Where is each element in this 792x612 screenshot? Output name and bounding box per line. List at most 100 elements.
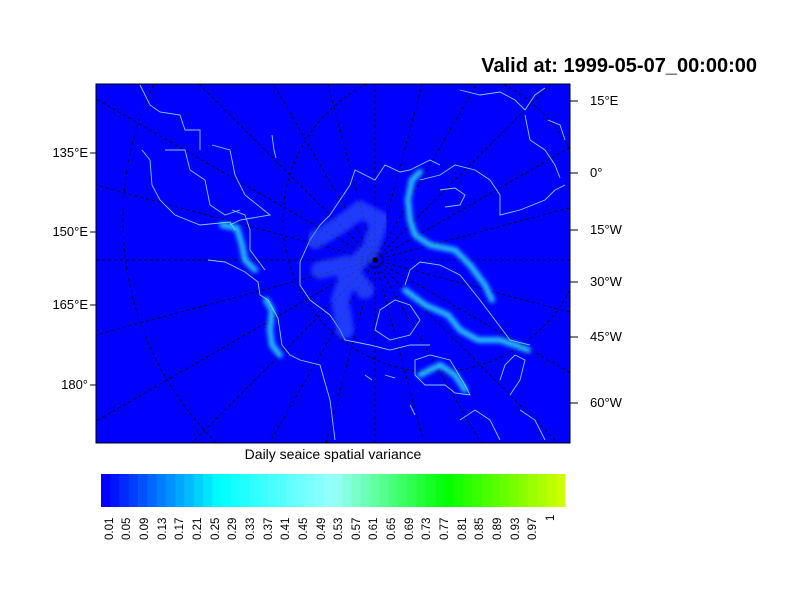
colorbar-tick-label: 0.77 [439, 518, 452, 541]
colorbar-tick-label: 0.69 [403, 518, 416, 541]
colorbar-swatch [425, 474, 436, 507]
meridian-line [374, 207, 570, 261]
plot-title: Valid at: 1999-05-07_00:00:00 [481, 55, 757, 77]
lon-label-right: 45°W [590, 329, 622, 344]
colorbar-swatch [314, 474, 325, 507]
colorbar-swatch [268, 474, 278, 507]
colorbar-tick-label: 0.49 [315, 518, 328, 541]
colorbar-tick-label: 1 [544, 514, 557, 521]
colorbar-tick-label: 0.45 [297, 518, 310, 541]
colorbar-swatch [379, 474, 389, 507]
colorbar-swatch [119, 474, 130, 507]
lon-label-right: 15°E [590, 93, 619, 108]
lon-label-right: 0° [590, 165, 603, 180]
colorbar-swatch [407, 474, 417, 507]
colorbar-swatch [147, 474, 157, 507]
colorbar-tick-label: 0.33 [244, 518, 257, 541]
colorbar-title: Daily seaice spatial variance [244, 446, 422, 462]
colorbar-swatch [388, 474, 399, 507]
colorbar-swatch [360, 474, 371, 507]
colorbar-swatch [370, 474, 380, 507]
colorbar-tick-label: 0.85 [474, 518, 487, 541]
colorbar-swatch [453, 474, 464, 507]
colorbar-swatch [472, 474, 482, 507]
lon-label-left: 165°E [52, 297, 88, 312]
colorbar-swatch [286, 474, 297, 507]
colorbar-swatch [138, 474, 148, 507]
colorbar-tick-label: 0.21 [192, 518, 205, 541]
axis-ticks [90, 100, 578, 404]
meridian-line [374, 259, 482, 443]
map-frame [95, 83, 571, 444]
colorbar-tick-label: 0.97 [527, 518, 540, 541]
meridian-line [374, 84, 477, 261]
colorbar-swatch [156, 474, 167, 507]
colorbar-swatch [305, 474, 315, 507]
colorbar-swatch [184, 474, 195, 507]
colorbar-swatch [490, 474, 501, 507]
colorbar-swatch [555, 474, 566, 507]
colorbar-tick-label: 0.57 [350, 518, 363, 541]
colorbar-swatch [351, 474, 362, 507]
colorbar-swatch [323, 474, 334, 507]
colorbar-swatch [333, 474, 343, 507]
colorbar-tick-label: 0.73 [421, 518, 434, 541]
colorbar-swatch [416, 474, 427, 507]
meridian-line [374, 147, 570, 261]
colorbar-tick-label: 0.13 [156, 518, 169, 541]
colorbar-swatch [537, 474, 547, 507]
meridian-line [268, 259, 376, 443]
colorbar-swatch [110, 474, 120, 507]
colorbar-swatch [101, 474, 111, 507]
colorbar-tick-label: 0.05 [121, 518, 134, 541]
colorbar-swatch [175, 474, 185, 507]
colorbar-swatch [481, 474, 492, 507]
colorbar-swatch [258, 474, 269, 507]
meridian-line [374, 259, 570, 313]
colorbar-swatch [444, 474, 454, 507]
colorbar-swatch [277, 474, 287, 507]
lon-label-right: 60°W [590, 395, 622, 410]
colorbar-swatch [221, 474, 232, 507]
colorbar-tick-label: 0.17 [174, 518, 187, 541]
colorbar-swatch [203, 474, 213, 507]
colorbar-tick-label: 0.25 [209, 518, 222, 541]
colorbar-swatch [165, 474, 176, 507]
colorbar-tick-label: 0.61 [368, 518, 381, 541]
colorbar-swatch [435, 474, 445, 507]
colorbar-swatch [518, 474, 529, 507]
lon-label-right: 30°W [590, 274, 622, 289]
colorbar-swatch [193, 474, 204, 507]
colorbar-swatch [527, 474, 538, 507]
sea-ice-variance-field [219, 169, 531, 393]
colorbar-tick-label: 0.09 [139, 518, 152, 541]
colorbar-swatch [462, 474, 473, 507]
coastlines [139, 84, 566, 441]
parallel-line [282, 84, 570, 373]
colorbar-tick-label: 0.93 [509, 518, 522, 541]
colorbar-tick-label: 0.89 [491, 518, 504, 541]
colorbar-swatch [342, 474, 352, 507]
colorbar-swatch [249, 474, 260, 507]
colorbar-tick-label: 0.41 [280, 518, 293, 541]
colorbar-tick-label: 0.53 [333, 518, 346, 541]
pole-marker [373, 258, 377, 262]
meridian-line [273, 84, 376, 261]
colorbar-swatch [240, 474, 250, 507]
colorbar-swatch [212, 474, 222, 507]
colorbar-tick-label: 0.37 [262, 518, 275, 541]
colorbar-swatch [397, 474, 408, 507]
lon-label-left: 135°E [52, 145, 88, 160]
lon-label-right: 15°W [590, 222, 622, 237]
parallel-line [122, 85, 217, 443]
colorbar-tick-label: 0.81 [456, 518, 469, 541]
meridian-line [374, 259, 425, 443]
colorbar-swatch [509, 474, 519, 507]
colorbar-swatch [546, 474, 557, 507]
colorbar-tick-label: 0.65 [386, 518, 399, 541]
lon-label-left: 180° [61, 377, 88, 392]
colorbar-tick-label: 0.29 [227, 518, 240, 541]
colorbar-swatch [230, 474, 241, 507]
